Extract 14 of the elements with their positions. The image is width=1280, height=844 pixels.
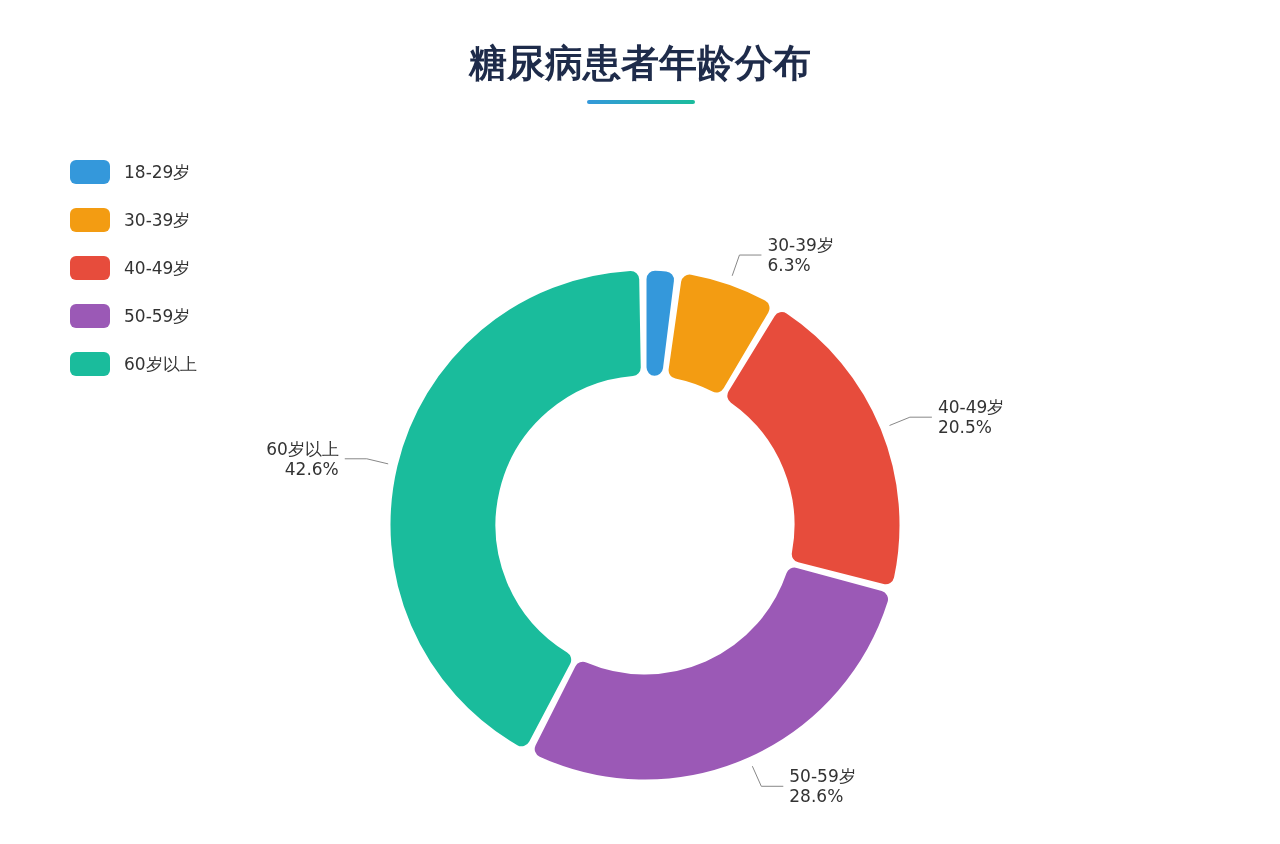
data-label: 6.3% (767, 255, 811, 276)
slice-label: 60岁以上 (266, 438, 339, 459)
legend-label: 18-29岁 (124, 160, 191, 184)
legend-label: 60岁以上 (124, 352, 197, 376)
legend-label: 50-59岁 (124, 304, 191, 328)
data-label: 20.5% (937, 417, 992, 438)
chart-title: 糖尿病患者年龄分布 (467, 40, 812, 87)
legend-label: 30-39岁 (124, 208, 191, 232)
data-label: 28.6% (789, 786, 844, 807)
slice-label: 40-49岁 (937, 397, 1005, 418)
data-label: 42.6% (284, 458, 339, 479)
legend-label: 40-49岁 (124, 256, 191, 280)
slice-label: 30-39岁 (767, 235, 834, 256)
slice-label: 50-59岁 (789, 766, 856, 787)
